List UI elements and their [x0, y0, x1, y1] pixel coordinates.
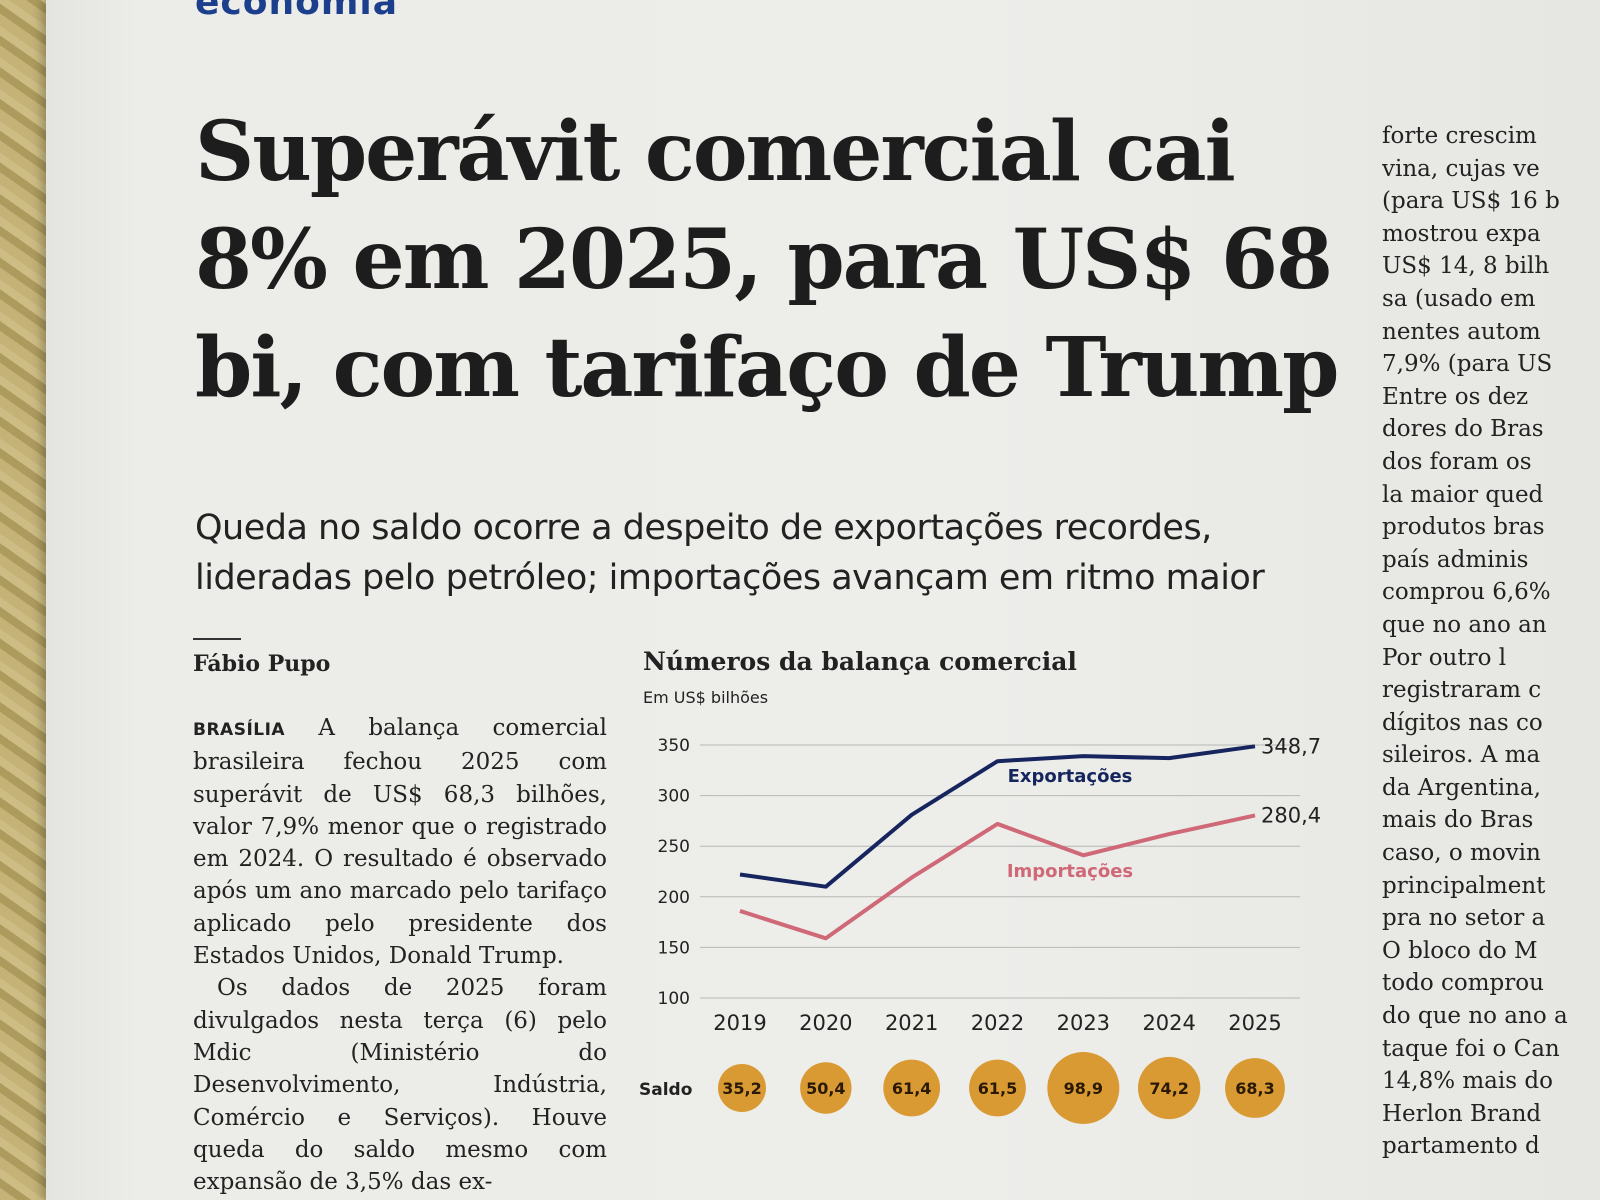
adjacent-article-line: mostrou expa — [1382, 220, 1541, 247]
saldo-value: 50,4 — [806, 1079, 845, 1098]
saldo-bubble — [800, 1062, 852, 1114]
adjacent-article-line: dores do Bras — [1382, 416, 1544, 443]
adjacent-article-line: partamento d — [1382, 1133, 1540, 1160]
series-line-importacoes — [739, 813, 1256, 941]
x-tick-label: 2025 — [1228, 1011, 1281, 1035]
y-tick-label: 350 — [658, 736, 690, 756]
adjacent-article-line: caso, o movin — [1382, 840, 1541, 867]
adjacent-article-column: forte crescim vina, cujas ve (para US$ 16 … — [1382, 120, 1600, 1200]
saldo-value: 61,5 — [978, 1079, 1017, 1098]
adjacent-article-line: da Argentina, — [1382, 774, 1541, 801]
end-value-label: 348,7 — [1261, 734, 1321, 758]
adjacent-article-line: dos foram os — [1382, 448, 1532, 475]
saldo-value: 61,4 — [892, 1079, 931, 1098]
adjacent-article-line: nentes autom — [1382, 318, 1541, 345]
x-tick-label: 2021 — [885, 1011, 938, 1035]
saldo-value: 35,2 — [722, 1079, 761, 1098]
adjacent-article-line: 7,9% (para US — [1382, 351, 1553, 378]
adjacent-article-line: pra no setor a — [1382, 905, 1546, 932]
saldo-value: 98,9 — [1064, 1079, 1103, 1098]
x-tick-label: 2023 — [1057, 1011, 1110, 1035]
section-label: economia — [195, 0, 398, 23]
adjacent-article-line: sa (usado em — [1382, 285, 1536, 312]
adjacent-article-line: Herlon Brand — [1382, 1100, 1542, 1127]
adjacent-article-line: mais do Bras — [1382, 807, 1534, 834]
byline: Fábio Pupo — [193, 651, 331, 677]
series-label: Exportações — [1008, 766, 1133, 787]
adjacent-article-line: sileiros. A ma — [1382, 742, 1541, 769]
adjacent-article-line: registraram c — [1382, 677, 1542, 704]
y-tick-label: 250 — [658, 837, 690, 857]
adjacent-article-line: vina, cujas ve — [1382, 155, 1540, 182]
chart-title: Números da balança comercial — [643, 647, 1077, 676]
adjacent-article-line: taque foi o Can — [1382, 1035, 1560, 1062]
adjacent-article-line: dígitos nas co — [1382, 709, 1543, 736]
article-paragraph-1-text: A balança comercial brasileira fechou 20… — [193, 715, 607, 970]
adjacent-article-line: principalment — [1382, 872, 1546, 899]
saldo-bubble — [1225, 1058, 1285, 1118]
adjacent-article-line: Por outro l — [1382, 644, 1507, 671]
adjacent-article-line: US$ 14, 8 bilh — [1382, 253, 1550, 280]
article-paragraph-2: Os dados de 2025 foram divulgados nesta … — [193, 975, 607, 1196]
adjacent-article-line: forte crescim — [1382, 123, 1537, 149]
series-line-exportacoes — [739, 744, 1256, 889]
chart-subtitle: Em US$ bilhões — [643, 688, 769, 707]
newspaper-page — [46, 0, 1600, 1200]
saldo-bubble — [969, 1059, 1026, 1117]
saldo-value: 74,2 — [1149, 1079, 1188, 1098]
y-tick-label: 150 — [658, 938, 690, 958]
saldo-bubble — [1047, 1052, 1120, 1124]
byline-rule — [193, 638, 241, 640]
saldo-label: Saldo — [639, 1080, 692, 1100]
y-tick-label: 300 — [658, 787, 690, 807]
adjacent-article-line: Entre os dez — [1382, 383, 1529, 410]
adjacent-article-line: O bloco do M — [1382, 937, 1538, 964]
adjacent-article-line: (para US$ 16 b — [1382, 188, 1560, 215]
dateline: BRASÍLIA — [193, 720, 286, 740]
adjacent-article-line: la maior qued — [1382, 481, 1544, 508]
x-tick-label: 2020 — [799, 1011, 852, 1035]
adjacent-article-line: produtos bras — [1382, 514, 1545, 541]
saldo-bubble — [1137, 1056, 1201, 1120]
x-tick-label: 2019 — [713, 1011, 766, 1035]
saldo-bubble — [883, 1059, 941, 1117]
adjacent-article-line: que no ano an — [1382, 611, 1547, 638]
saldo-value: 68,3 — [1235, 1079, 1274, 1098]
headline: Superávit comercial cai 8% em 2025, para… — [195, 104, 1339, 416]
x-tick-label: 2024 — [1142, 1011, 1195, 1035]
adjacent-article-line: comprou 6,6% — [1382, 579, 1551, 606]
adjacent-article-line: do que no ano a — [1382, 1003, 1568, 1030]
y-tick-label: 200 — [658, 888, 690, 908]
series-label: Importações — [1007, 861, 1133, 882]
x-tick-label: 2022 — [971, 1011, 1024, 1035]
y-tick-label: 100 — [658, 989, 690, 1009]
article-body: BRASÍLIA A balança comercial brasileira … — [193, 712, 607, 1198]
subheadline: Queda no saldo ocorre a despeito de expo… — [195, 508, 1265, 598]
end-value-label: 280,4 — [1261, 803, 1321, 827]
adjacent-article-line: todo comprou — [1382, 970, 1544, 997]
article-paragraph-1: BRASÍLIA A balança comercial brasileira … — [193, 712, 607, 972]
saldo-bubble — [718, 1064, 766, 1112]
adjacent-article-line: país adminis — [1382, 546, 1529, 573]
adjacent-article-line: 14,8% mais do — [1382, 1068, 1553, 1095]
